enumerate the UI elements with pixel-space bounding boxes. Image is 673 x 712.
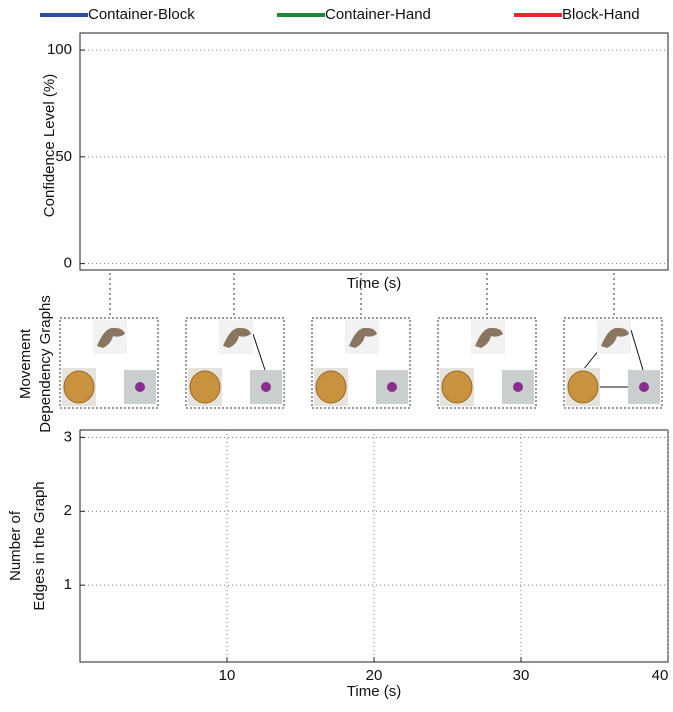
x-tick-label: 10 — [219, 667, 236, 684]
block — [639, 382, 649, 392]
panel-label: Dependency Graphs — [37, 295, 54, 433]
y-axis-label: Edges in the Graph — [31, 481, 48, 610]
block — [387, 382, 397, 392]
y-axis-label: Confidence Level (%) — [41, 74, 58, 217]
legend-label: Container-Hand — [325, 6, 431, 23]
graph-box — [564, 318, 662, 408]
block — [261, 382, 271, 392]
figure: Movement Dependency Graphs 050100Time (s… — [0, 0, 673, 707]
graph-edge — [253, 334, 265, 370]
block — [135, 382, 145, 392]
plot-area — [80, 33, 668, 270]
x-tick-label: 20 — [366, 667, 383, 684]
legend-label: Container-Block — [88, 6, 195, 23]
basket — [316, 371, 346, 403]
graph-box — [186, 318, 284, 408]
y-tick-label: 2 — [64, 502, 72, 519]
y-tick-label: 100 — [47, 41, 72, 58]
legend-label: Block-Hand — [562, 6, 640, 23]
basket — [568, 371, 598, 403]
x-axis-label: Time (s) — [347, 275, 401, 292]
graph-edge — [583, 350, 599, 370]
basket — [190, 371, 220, 403]
basket — [64, 371, 94, 403]
graph-edge — [631, 330, 643, 370]
graph-box — [312, 318, 410, 408]
panel-label: Movement — [17, 328, 34, 399]
graph-box — [60, 318, 158, 408]
basket — [442, 371, 472, 403]
x-tick-label: 40 — [652, 667, 669, 684]
graph-box — [438, 318, 536, 408]
y-axis-label: Number of — [7, 510, 24, 581]
block — [513, 382, 523, 392]
x-tick-label: 30 — [513, 667, 530, 684]
y-tick-label: 3 — [64, 428, 72, 445]
y-tick-label: 1 — [64, 576, 72, 593]
x-axis-label: Time (s) — [347, 683, 401, 700]
y-tick-label: 0 — [64, 255, 72, 272]
